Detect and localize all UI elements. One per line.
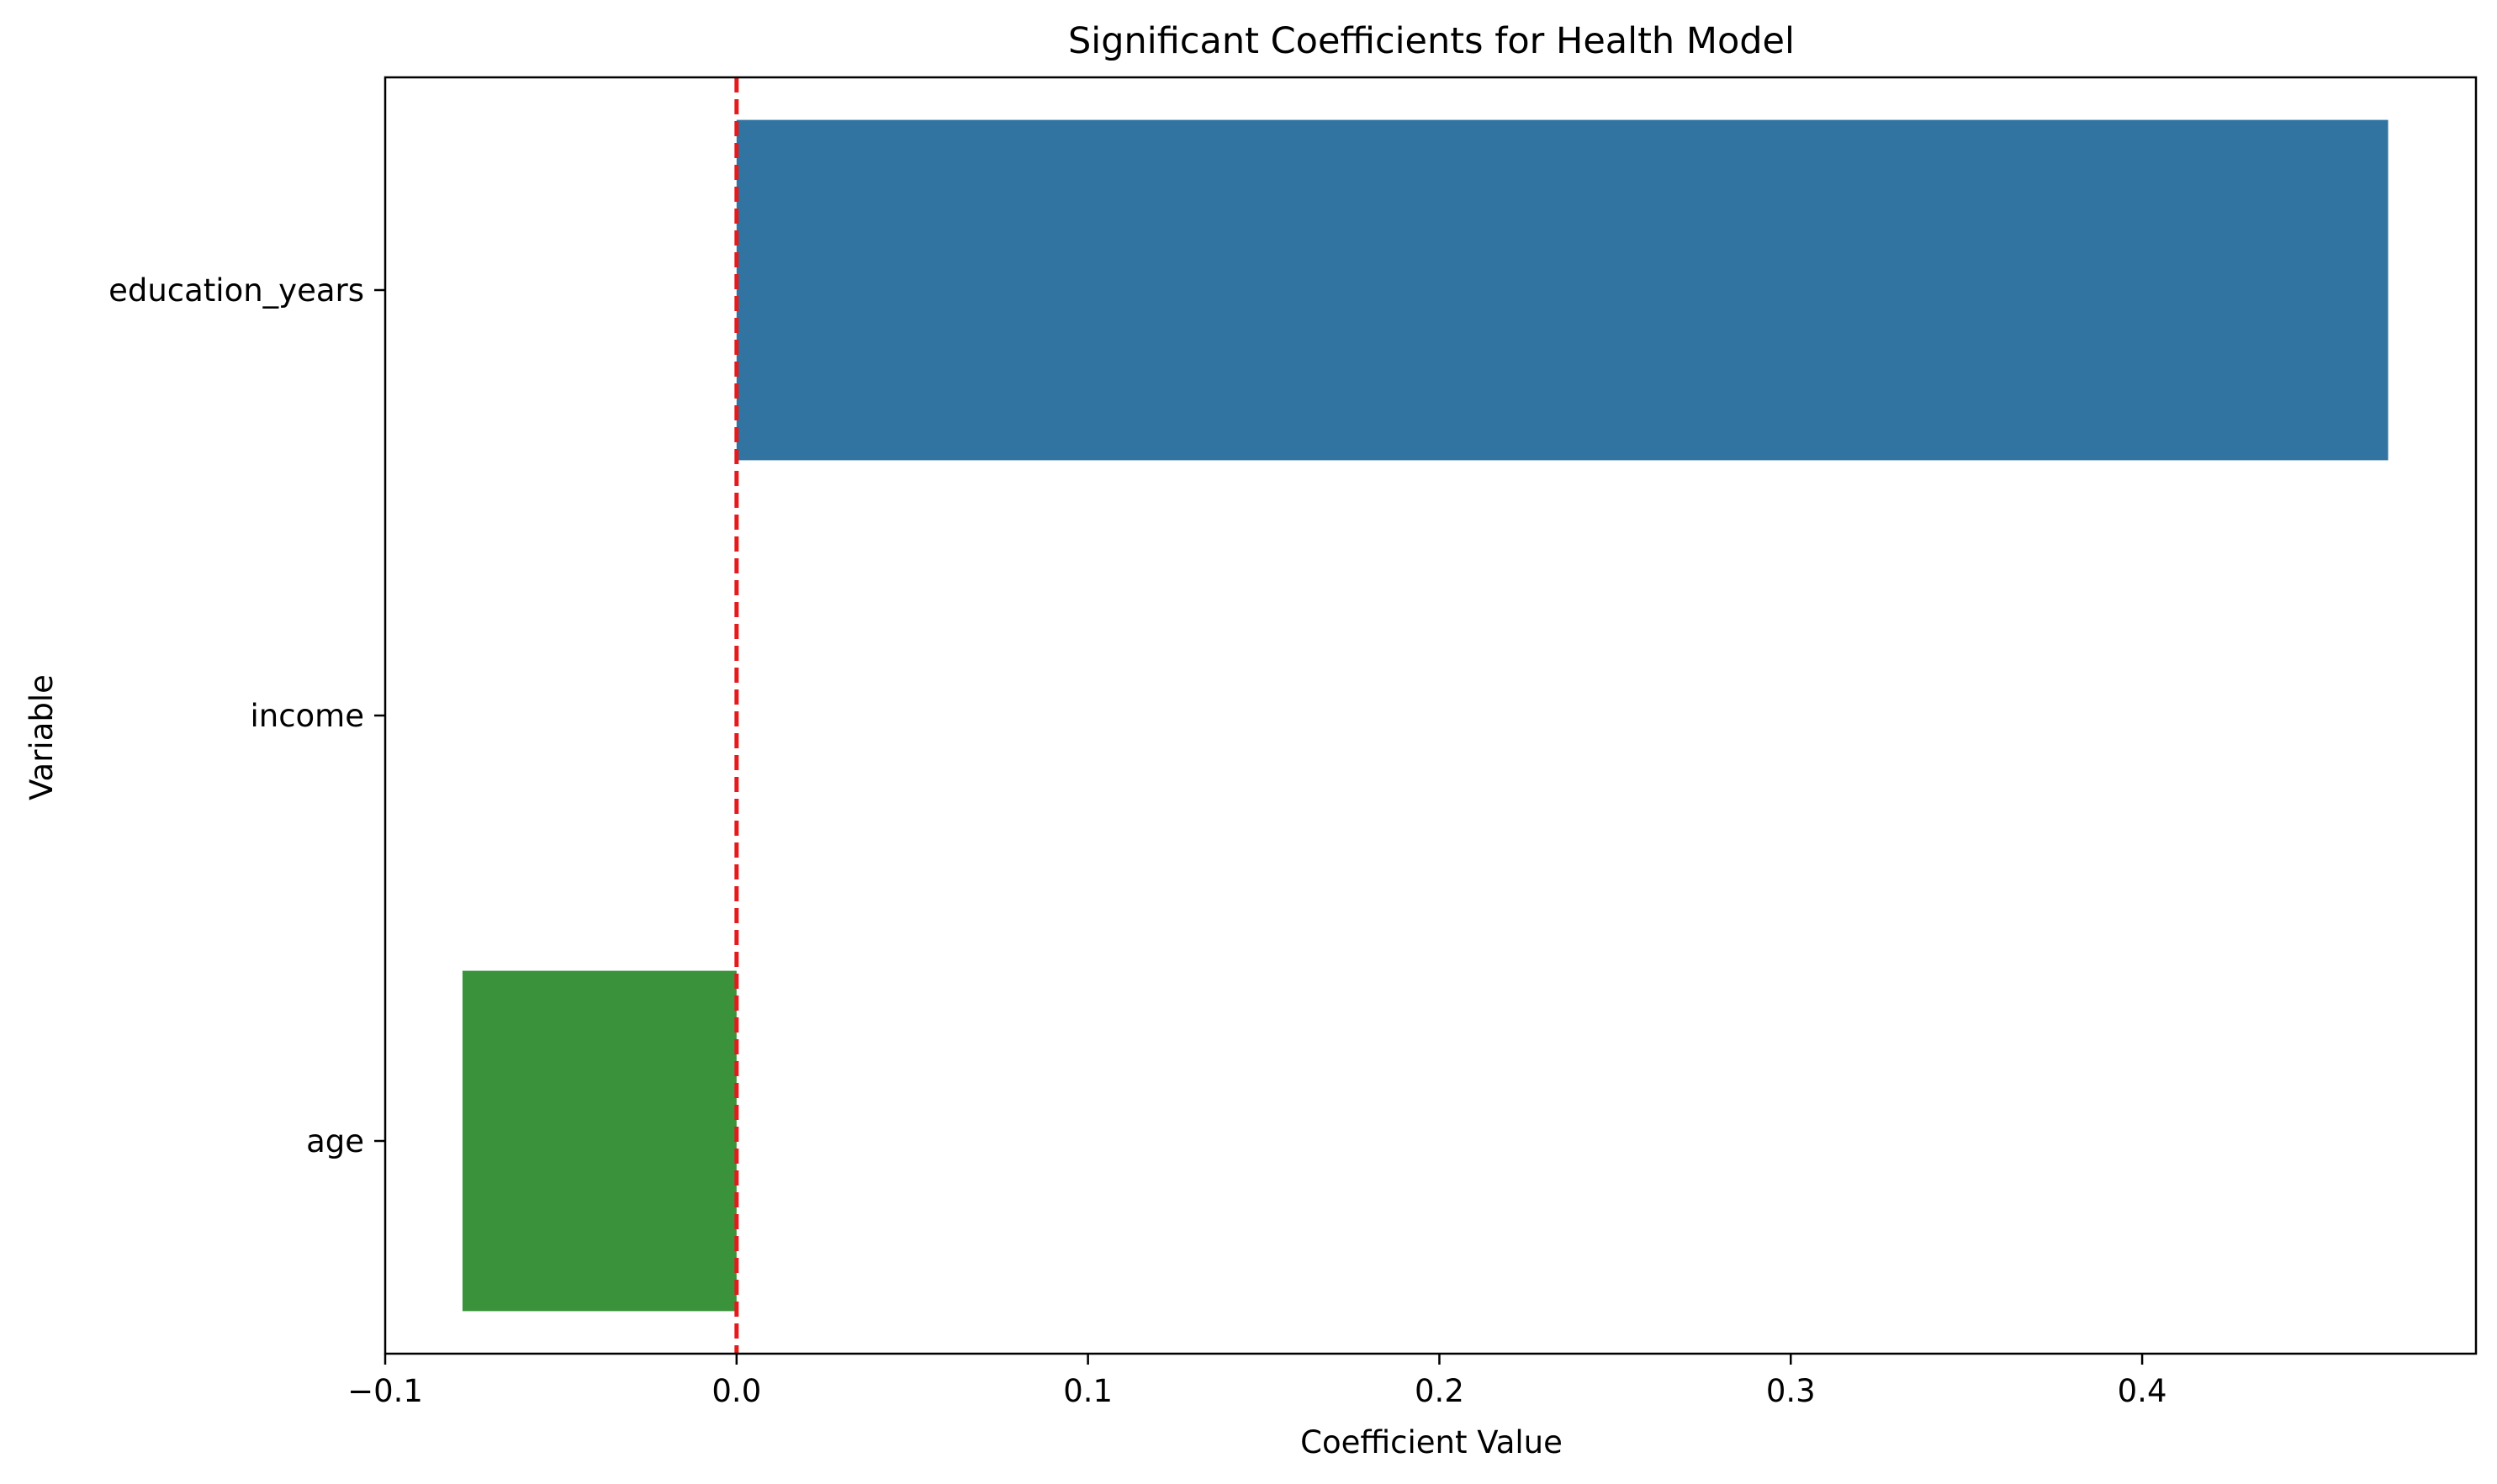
chart-title: Significant Coefficients for Health Mode… <box>1068 20 1795 62</box>
bars-group <box>462 119 2389 1312</box>
y-axis-label: Variable <box>24 674 60 800</box>
bar-education-years <box>736 119 2389 461</box>
x-tick-label: 0.2 <box>1415 1373 1464 1409</box>
x-tick-label: 0.3 <box>1766 1373 1816 1409</box>
x-tick-label: 0.4 <box>2118 1373 2167 1409</box>
x-tick-label: 0.0 <box>712 1373 761 1409</box>
x-tick-label: −0.1 <box>347 1373 423 1409</box>
y-tick-label-age: age <box>306 1123 364 1159</box>
y-tick-label-education-years: education_years <box>108 272 364 309</box>
x-axis-label: Coefficient Value <box>1300 1424 1563 1460</box>
bar-age <box>462 970 737 1312</box>
x-axis-ticks: −0.1 0.0 0.1 0.2 0.3 0.4 <box>347 1354 2166 1409</box>
x-tick-label: 0.1 <box>1063 1373 1113 1409</box>
y-tick-label-income: income <box>250 698 364 734</box>
